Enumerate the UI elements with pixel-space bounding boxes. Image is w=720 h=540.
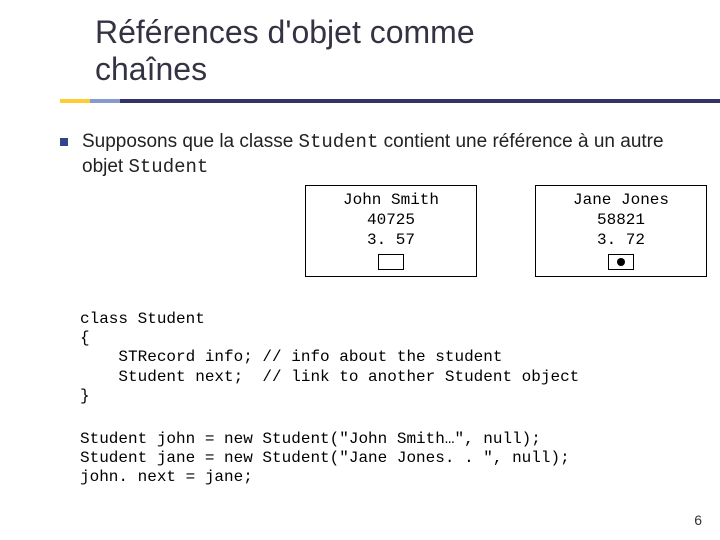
bullet-square-icon <box>60 138 68 146</box>
obj1-id: 40725 <box>316 210 466 230</box>
code2-l1: Student john = new Student("John Smith…"… <box>80 430 541 448</box>
obj1-ref-slot <box>378 254 404 270</box>
bullet-code2: Student <box>128 156 208 178</box>
code-usage: Student john = new Student("John Smith…"… <box>80 430 690 488</box>
object-box-jane: Jane Jones 58821 3. 72 <box>535 185 707 277</box>
slide-title-line2: chaînes <box>95 51 690 88</box>
underline-seg-1 <box>60 99 90 103</box>
code2-l3: john. next = jane; <box>80 468 253 486</box>
bullet-text-pre: Supposons que la classe <box>82 131 299 152</box>
code1-l4: Student next; // link to another Student… <box>80 368 579 386</box>
bullet-paragraph: Supposons que la classe Student contient… <box>60 130 690 180</box>
code1-l5: } <box>80 387 90 405</box>
obj2-id: 58821 <box>546 210 696 230</box>
obj2-name: Jane Jones <box>546 190 696 210</box>
obj2-gpa: 3. 72 <box>546 230 696 250</box>
code2-l2: Student jane = new Student("Jane Jones. … <box>80 449 570 467</box>
bullet-code1: Student <box>299 131 379 153</box>
underline-seg-3 <box>120 99 720 103</box>
slide-title-block: Références d'objet comme chaînes <box>95 14 690 88</box>
code1-l2: { <box>80 329 90 347</box>
obj1-name: John Smith <box>316 190 466 210</box>
code1-l3: STRecord info; // info about the student <box>80 348 502 366</box>
slide-title-line1: Références d'objet comme <box>95 14 690 51</box>
code1-l1: class Student <box>80 310 205 328</box>
code-class-def: class Student { STRecord info; // info a… <box>80 310 690 406</box>
obj2-ref-slot <box>608 254 634 270</box>
underline-seg-2 <box>90 99 120 103</box>
object-box-john: John Smith 40725 3. 57 <box>305 185 477 277</box>
bullet-text: Supposons que la classe Student contient… <box>82 130 690 180</box>
obj1-gpa: 3. 57 <box>316 230 466 250</box>
page-number: 6 <box>694 512 702 528</box>
title-underline <box>30 97 690 105</box>
